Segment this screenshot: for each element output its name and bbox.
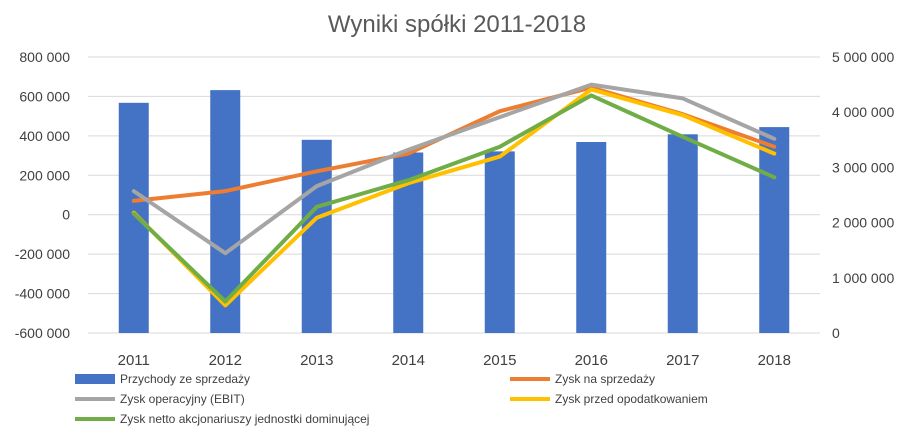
legend-label: Zysk przed opodatkowaniem [555,392,708,406]
gridlines [88,56,820,334]
left-tick-label: -600 000 [15,325,70,341]
right-tick-label: 5 000 000 [832,49,894,65]
right-tick-label: 4 000 000 [832,104,894,120]
chart-title: Wyniki spółki 2011-2018 [328,11,586,38]
x-tick-label: 2018 [758,352,791,369]
left-tick-label: 800 000 [19,49,70,65]
x-tick-label: 2011 [118,352,150,369]
bar [759,127,790,333]
right-tick-label: 2 000 000 [832,215,894,231]
right-axis: 5 000 000 4 000 000 3 000 000 2 000 000 1 00… [832,49,894,341]
series-line [131,87,777,308]
x-tick-label: 2013 [300,352,333,369]
bar [667,134,698,333]
left-axis: 800 000 600 000 400 000 200 000 0 -200 000 -40… [15,49,70,341]
line-series [131,82,777,308]
legend: Przychody ze sprzedaży Zysk na sprzedaży Z… [75,372,708,426]
left-tick-label: 600 000 [19,88,70,104]
x-axis: 2011 2012 2013 2014 2015 2016 2017 2018 [118,352,791,369]
legend-label: Zysk operacyjny (EBIT) [120,392,245,406]
left-tick-label: 0 [62,207,70,223]
x-tick-label: 2017 [666,352,699,369]
legend-label: Przychody ze sprzedaży [120,372,250,386]
legend-label: Zysk netto akcjonariuszy jednostki domin… [120,412,369,426]
legend-label: Zysk na sprzedaży [555,372,655,386]
legend-swatch [75,374,115,384]
right-tick-label: 1 000 000 [832,270,894,286]
bar [118,102,149,333]
x-tick-label: 2015 [483,352,516,369]
x-tick-label: 2014 [392,352,425,369]
series-line [131,82,777,256]
bar [576,142,607,333]
x-tick-label: 2016 [575,352,608,369]
left-tick-label: 200 000 [19,167,70,183]
right-tick-label: 0 [832,325,840,341]
series-line [131,93,777,304]
left-tick-label: -400 000 [15,286,70,302]
bar [484,151,515,333]
left-tick-label: -200 000 [15,246,70,262]
right-tick-label: 3 000 000 [832,159,894,175]
x-tick-label: 2012 [209,352,242,369]
left-tick-label: 400 000 [19,128,70,144]
